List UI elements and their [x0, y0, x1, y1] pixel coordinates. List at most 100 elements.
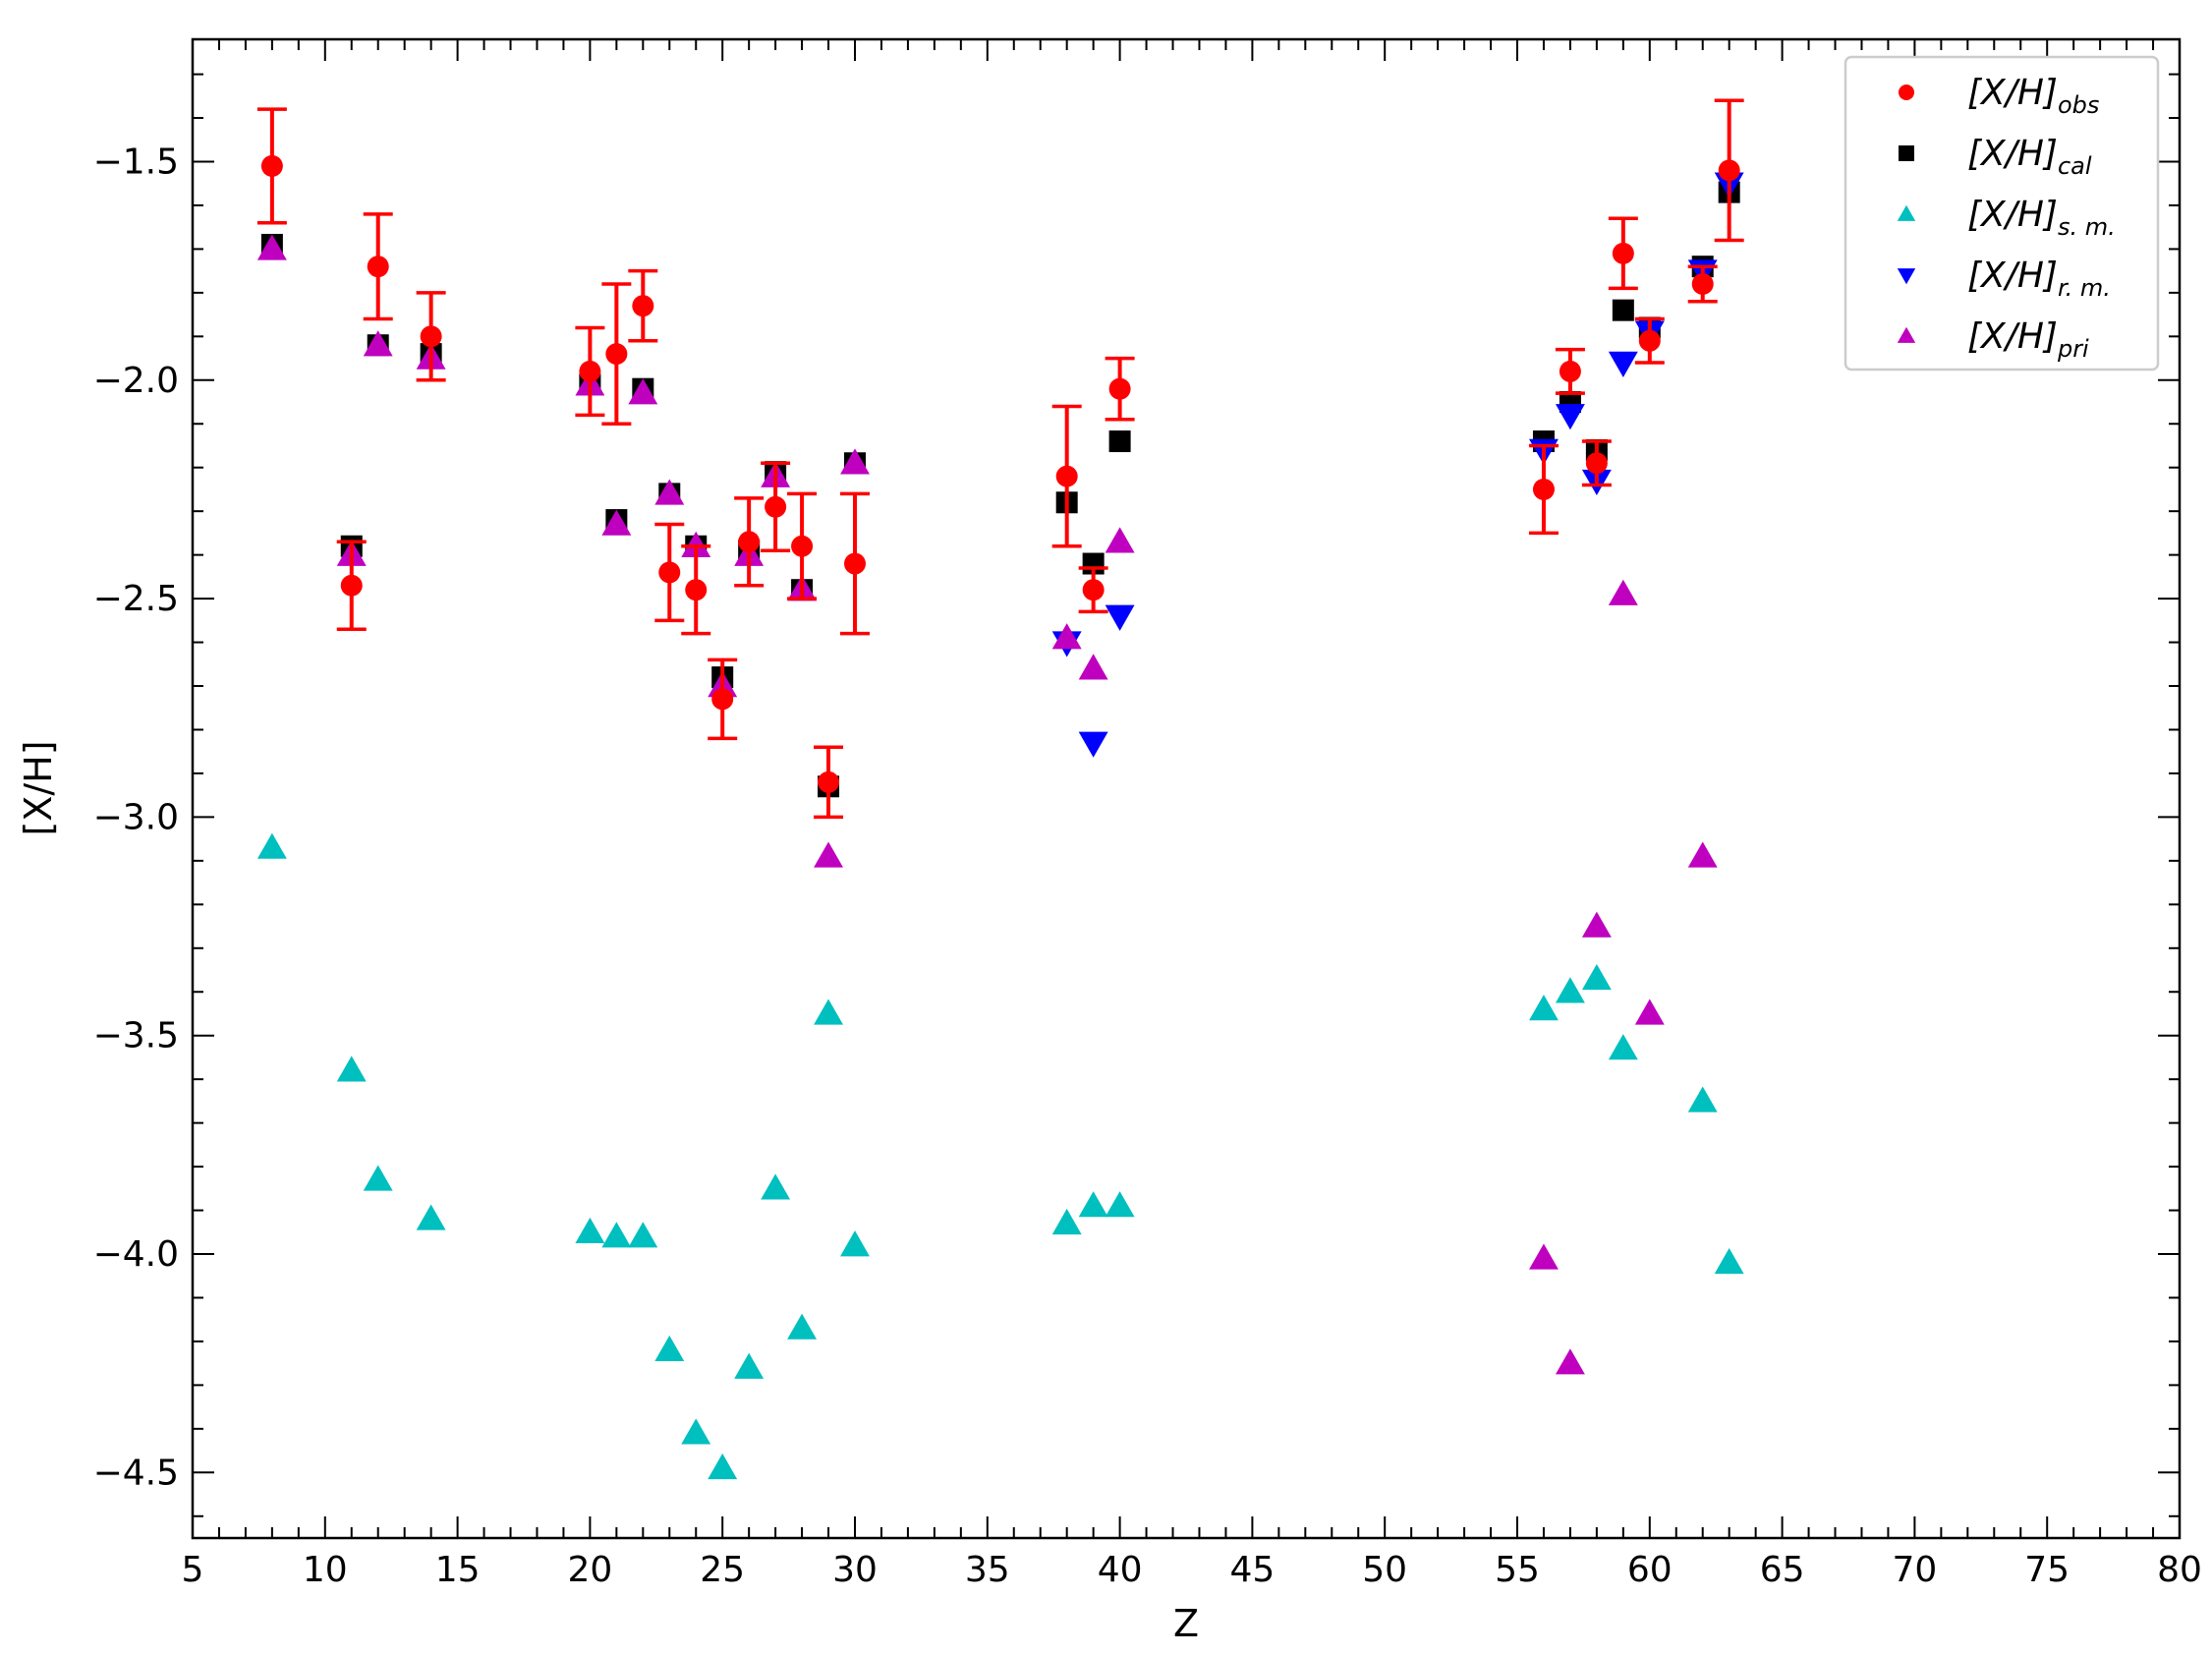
data-point	[1051, 1208, 1082, 1235]
data-point	[1055, 465, 1078, 487]
x-tick-label: 15	[435, 1550, 481, 1590]
data-point	[1608, 351, 1638, 377]
data-point	[1105, 604, 1135, 631]
data-point	[791, 535, 814, 557]
data-point	[1687, 1086, 1718, 1113]
data-point	[420, 325, 442, 348]
x-tick-label: 40	[1098, 1550, 1143, 1590]
data-point	[632, 295, 654, 317]
data-point	[840, 448, 870, 475]
legend-label: [X/H]s. m.	[1967, 195, 2116, 241]
data-point	[685, 579, 708, 601]
data-point	[1108, 377, 1131, 400]
series-sm	[256, 832, 1744, 1480]
data-point	[1608, 1034, 1638, 1060]
x-tick-label: 5	[182, 1550, 204, 1590]
data-point	[1612, 299, 1634, 321]
data-point	[1559, 360, 1581, 382]
x-tick-label: 80	[2157, 1550, 2202, 1590]
data-point	[814, 999, 843, 1025]
data-point	[1555, 977, 1585, 1003]
data-point	[260, 154, 283, 177]
legend-label: [X/H]r. m.	[1967, 256, 2111, 302]
data-point	[1078, 1191, 1108, 1218]
data-point	[1078, 731, 1108, 758]
data-point	[738, 531, 761, 553]
data-point	[1691, 272, 1714, 295]
data-point	[1555, 1348, 1585, 1375]
legend-frame	[1843, 55, 2160, 371]
data-point	[818, 770, 840, 793]
data-point	[654, 1335, 685, 1362]
data-point	[787, 1313, 818, 1340]
axis-ticks	[192, 39, 2181, 1538]
y-axis-label: [X/H]	[17, 740, 60, 835]
data-point	[1078, 654, 1108, 680]
data-point	[605, 343, 628, 366]
y-tick-label: −4.0	[93, 1234, 179, 1275]
x-tick-label: 50	[1362, 1550, 1407, 1590]
data-point	[1105, 527, 1135, 553]
data-point	[1718, 159, 1740, 182]
data-point	[256, 234, 287, 260]
x-tick-label: 20	[567, 1550, 612, 1590]
legend-marker	[1897, 268, 1916, 285]
data-point	[579, 360, 601, 382]
data-point	[601, 1222, 632, 1248]
data-point	[844, 552, 866, 575]
legend-label: [X/H]cal	[1967, 134, 2092, 180]
data-point	[1051, 623, 1082, 650]
y-tick-label: −2.5	[93, 579, 179, 619]
x-tick-label: 70	[1892, 1550, 1937, 1590]
data-point	[1638, 329, 1661, 352]
data-point	[628, 378, 658, 405]
data-point	[1108, 430, 1131, 453]
data-point	[1529, 995, 1559, 1021]
data-point	[814, 841, 843, 868]
data-point	[1082, 579, 1105, 601]
y-tick-label: −3.5	[93, 1016, 179, 1056]
x-tick-label: 25	[700, 1550, 745, 1590]
legend-marker	[1897, 326, 1916, 343]
x-tick-label: 65	[1760, 1550, 1805, 1590]
data-point	[1105, 1191, 1135, 1218]
data-point	[681, 531, 711, 557]
tick-labels: 5 10 15 20 25 30 35 40 45 50 55 60 65 70 75 80 −4.5 −4.0 −…	[93, 142, 2202, 1590]
data-point	[340, 574, 363, 597]
data-point	[1529, 1243, 1559, 1270]
y-tick-label: −3.0	[93, 797, 179, 837]
data-point	[1581, 963, 1612, 991]
x-tick-label: 30	[832, 1550, 878, 1590]
data-point	[575, 1217, 605, 1243]
legend: [X/H]obs [X/H]cal [X/H]s. m. [X/H]r. m. [X/H…	[1843, 55, 2160, 371]
data-point	[1687, 841, 1718, 868]
data-point	[1634, 999, 1665, 1025]
data-point	[363, 330, 393, 357]
data-point	[363, 1165, 393, 1191]
y-tick-label: −4.5	[93, 1453, 179, 1493]
data-point	[1585, 452, 1608, 475]
data-point	[416, 1204, 446, 1230]
x-tick-label: 60	[1627, 1550, 1673, 1590]
legend-label: [X/H]obs	[1967, 73, 2099, 119]
legend-label: [X/H]pri	[1967, 316, 2089, 363]
x-axis-label: Z	[1173, 1602, 1199, 1645]
x-tick-label: 45	[1229, 1550, 1275, 1590]
data-point	[658, 561, 681, 584]
legend-marker	[1899, 145, 1914, 161]
data-point	[628, 1222, 658, 1248]
data-point	[761, 1173, 791, 1200]
data-point	[1581, 911, 1612, 938]
x-tick-label: 75	[2024, 1550, 2070, 1590]
data-point	[654, 479, 685, 505]
y-tick-label: −2.0	[93, 361, 179, 401]
data-point	[1532, 478, 1555, 500]
data-point	[256, 832, 287, 859]
series-obs	[256, 98, 1744, 820]
data-marks	[256, 98, 1744, 1480]
legend-marker	[1899, 85, 1914, 100]
data-point	[681, 1418, 711, 1445]
y-tick-label: −1.5	[93, 142, 179, 182]
x-tick-label: 10	[303, 1550, 348, 1590]
